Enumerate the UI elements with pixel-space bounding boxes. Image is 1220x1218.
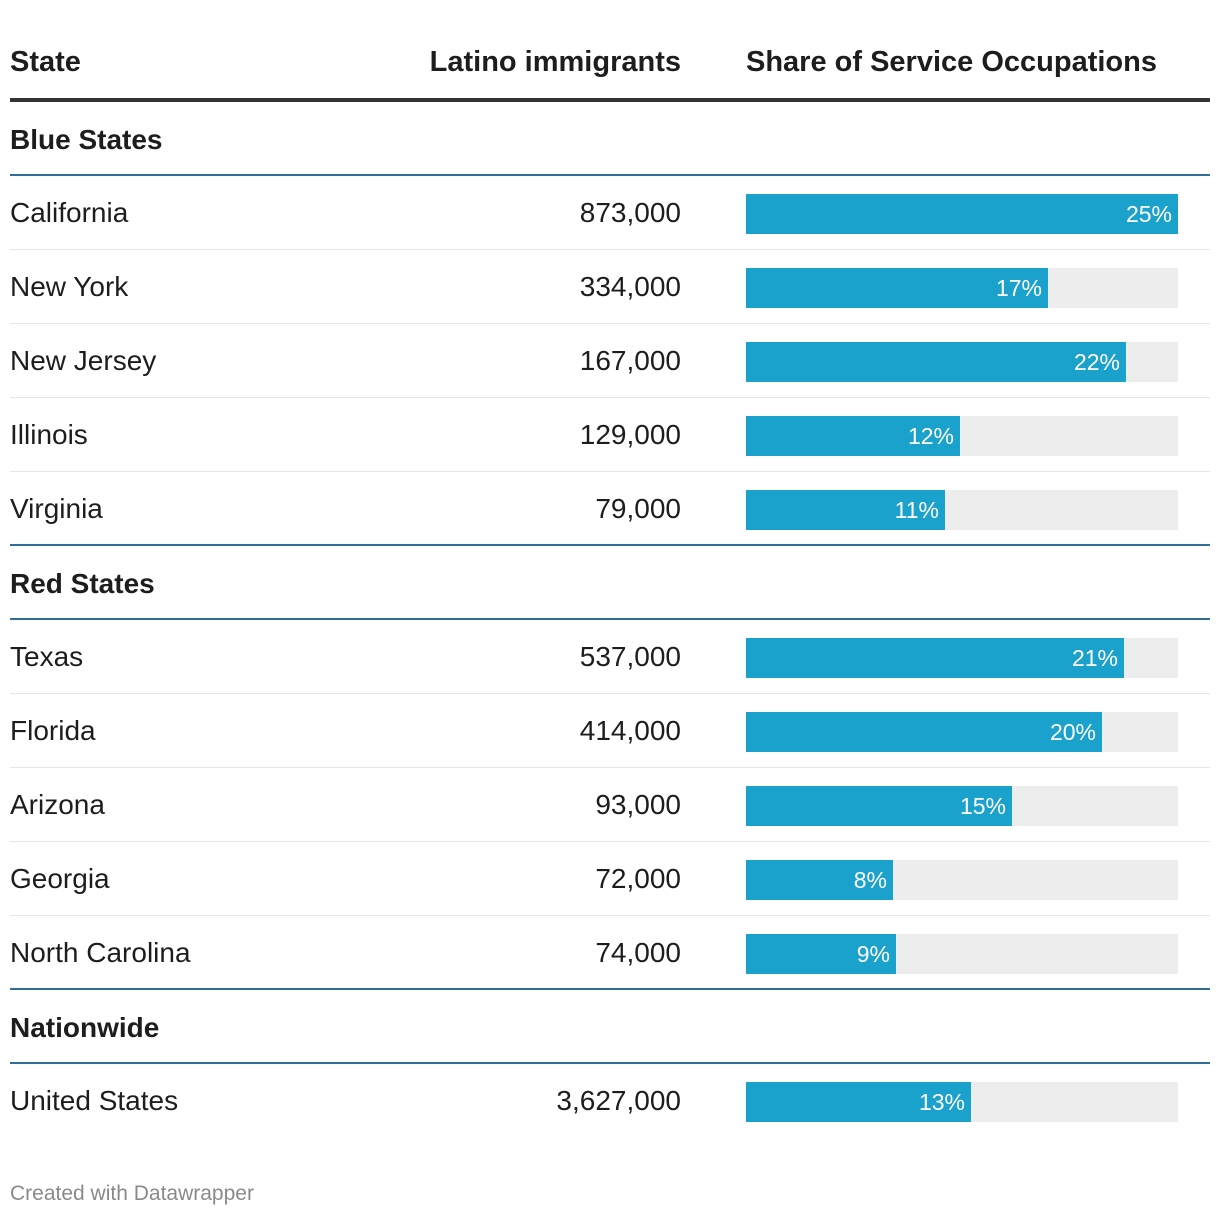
cell-state: California [10,197,129,228]
bar-fill: 13% [746,1082,971,1122]
group-title: Blue States [10,102,1210,176]
group-title-label: Nationwide [10,1012,160,1043]
bar-fill: 9% [746,934,896,974]
table-row: North Carolina 74,000 9% [10,916,1210,990]
bar-track: 9% [746,934,1178,974]
table-row: United States 3,627,000 13% [10,1064,1210,1138]
cell-immigrants: 72,000 [595,863,681,894]
bar-track: 17% [746,268,1178,308]
bar-fill: 15% [746,786,1012,826]
bar-label: 22% [1073,349,1120,375]
table-row: California 873,000 25% [10,176,1210,250]
bar-fill: 21% [746,638,1124,678]
bar-track: 12% [746,416,1178,456]
bar-label: 13% [918,1089,965,1115]
table-header: State Latino immigrants Share of Service… [10,0,1210,102]
bar-track: 21% [746,638,1178,678]
bar-label: 8% [853,867,887,893]
cell-immigrants: 873,000 [579,197,681,228]
table-row: Arizona 93,000 15% [10,768,1210,842]
bar-track: 15% [746,786,1178,826]
bar-track: 25% [746,194,1178,234]
bar-label: 21% [1071,645,1118,671]
bar-label: 9% [856,941,890,967]
table-row: New Jersey 167,000 22% [10,324,1210,398]
bar-fill: 17% [746,268,1048,308]
cell-immigrants: 93,000 [595,789,681,820]
table-row: Georgia 72,000 8% [10,842,1210,916]
cell-state: North Carolina [10,937,191,968]
cell-state: United States [10,1085,179,1116]
cell-state: Texas [10,641,84,672]
cell-immigrants: 414,000 [579,715,681,746]
cell-immigrants: 129,000 [579,419,681,450]
bar-label: 11% [894,497,939,523]
cell-immigrants: 167,000 [579,345,681,376]
bar-fill: 20% [746,712,1102,752]
cell-state: New Jersey [10,345,157,376]
bar-fill: 11% [746,490,945,530]
group-title: Red States [10,546,1210,620]
cell-immigrants: 74,000 [595,937,681,968]
cell-state: Virginia [10,493,103,524]
bar-label: 12% [907,423,954,449]
footer-credit[interactable]: Created with Datawrapper [10,1182,254,1205]
cell-immigrants: 3,627,000 [556,1085,681,1116]
cell-state: Georgia [10,863,110,894]
bar-fill: 8% [746,860,893,900]
bar-track: 11% [746,490,1178,530]
table-body: Blue States California 873,000 25% New York 3… [10,102,1210,1138]
bar-label: 15% [959,793,1006,819]
cell-immigrants: 537,000 [579,641,681,672]
bar-track: 13% [746,1082,1178,1122]
group-title-label: Blue States [10,124,163,155]
table-row: New York 334,000 17% [10,250,1210,324]
table-row: Florida 414,000 20% [10,694,1210,768]
bar-label: 20% [1049,719,1096,745]
cell-immigrants: 79,000 [595,493,681,524]
bar-fill: 25% [746,194,1178,234]
table-row: Virginia 79,000 11% [10,472,1210,546]
table-row: Illinois 129,000 12% [10,398,1210,472]
bar-track: 20% [746,712,1178,752]
cell-state: New York [10,271,129,302]
column-header-share[interactable]: Share of Service Occupations [746,46,1157,78]
column-header-state[interactable]: State [10,46,81,78]
data-table: State Latino immigrants Share of Service… [10,0,1210,1138]
bar-fill: 12% [746,416,960,456]
cell-state: Florida [10,715,96,746]
group-title: Nationwide [10,990,1210,1064]
bar-label: 25% [1125,201,1172,227]
cell-state: Arizona [10,789,105,820]
group-title-label: Red States [10,568,155,599]
cell-immigrants: 334,000 [579,271,681,302]
column-header-immigrants[interactable]: Latino immigrants [429,46,681,78]
table-row: Texas 537,000 21% [10,620,1210,694]
bar-label: 17% [995,275,1042,301]
bar-fill: 22% [746,342,1126,382]
cell-state: Illinois [10,419,88,450]
bar-track: 22% [746,342,1178,382]
bar-track: 8% [746,860,1178,900]
